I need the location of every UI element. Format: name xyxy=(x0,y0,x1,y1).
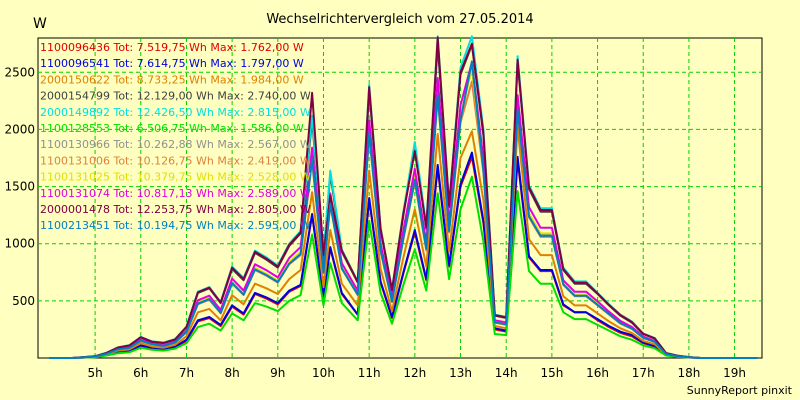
x-tick-label: 15h xyxy=(540,366,563,380)
y-tick-label: 1000 xyxy=(4,237,35,251)
legend: 1100096436 Tot: 7.519,75 Wh Max: 1.762,0… xyxy=(40,41,311,232)
y-tick-label: 2000 xyxy=(4,122,35,136)
x-tick-label: 9h xyxy=(270,366,285,380)
series-line-1100128553 xyxy=(49,175,758,359)
y-axis-label: W xyxy=(33,16,47,32)
x-tick-label: 14h xyxy=(495,366,518,380)
legend-entry-1100131025: 1100131025 Tot: 10.379,75 Wh Max: 2.528,… xyxy=(40,171,311,184)
x-tick-label: 17h xyxy=(632,366,655,380)
axes: 500 1000 1500 2000 2500 5h 6h 7h 8h 9h 10h 11h 12h 13… xyxy=(4,65,746,380)
legend-entry-1100130966: 1100130966 Tot: 10.262,88 Wh Max: 2.567,… xyxy=(40,138,311,151)
y-tick-label: 2500 xyxy=(4,65,35,79)
legend-entry-1100128553: 1100128553 Tot: 6.506,75 Wh Max: 1.586,0… xyxy=(40,122,304,135)
x-tick-label: 12h xyxy=(403,366,426,380)
legend-entry-2000154799: 2000154799 Tot: 12.129,00 Wh Max: 2.740,… xyxy=(40,90,311,103)
x-tick-label: 10h xyxy=(312,366,335,380)
plot-border xyxy=(37,37,763,359)
chart-title: Wechselrichtervergleich vom 27.05.2014 xyxy=(266,12,533,27)
y-tick-label: 1500 xyxy=(4,180,35,194)
x-tick-label: 18h xyxy=(677,366,700,380)
series-line-1100096541 xyxy=(49,151,758,359)
legend-entry-1100131006: 1100131006 Tot: 10.126,75 Wh Max: 2.419,… xyxy=(40,154,311,167)
series-line-2000150622 xyxy=(49,126,758,359)
legend-entry-1100096541: 1100096541 Tot: 7.614,75 Wh Max: 1.797,0… xyxy=(40,57,304,70)
legend-entry-1100096436: 1100096436 Tot: 7.519,75 Wh Max: 1.762,0… xyxy=(40,41,304,54)
series-line-2000001478 xyxy=(49,36,758,359)
series-line-1100213451 xyxy=(49,60,758,359)
legend-entry-2000001478: 2000001478 Tot: 12.253,75 Wh Max: 2.805,… xyxy=(40,203,311,216)
x-tick-label: 11h xyxy=(358,366,381,380)
legend-entry-1100213451: 1100213451 Tot: 10.194,75 Wh Max: 2.595,… xyxy=(40,219,311,232)
x-tick-label: 16h xyxy=(586,366,609,380)
series-lines xyxy=(49,35,758,359)
footer-credit: SunnyReport pinxit xyxy=(687,384,793,397)
legend-entry-2000149892: 2000149892 Tot: 12.426,50 Wh Max: 2.815,… xyxy=(40,106,311,119)
legend-entry-2000150622: 2000150622 Tot: 8.733,25 Wh Max: 1.984,0… xyxy=(40,73,304,86)
gridlines xyxy=(38,38,762,358)
x-tick-label: 7h xyxy=(179,366,194,380)
x-tick-label: 5h xyxy=(87,366,102,380)
x-tick-label: 6h xyxy=(133,366,148,380)
legend-entry-1100131074: 1100131074 Tot: 10.817,13 Wh Max: 2.589,… xyxy=(40,187,311,200)
x-tick-label: 13h xyxy=(449,366,472,380)
y-tick-label: 500 xyxy=(12,294,35,308)
plot-area xyxy=(37,37,763,359)
x-tick-label: 8h xyxy=(225,366,240,380)
x-tick-label: 19h xyxy=(723,366,746,380)
